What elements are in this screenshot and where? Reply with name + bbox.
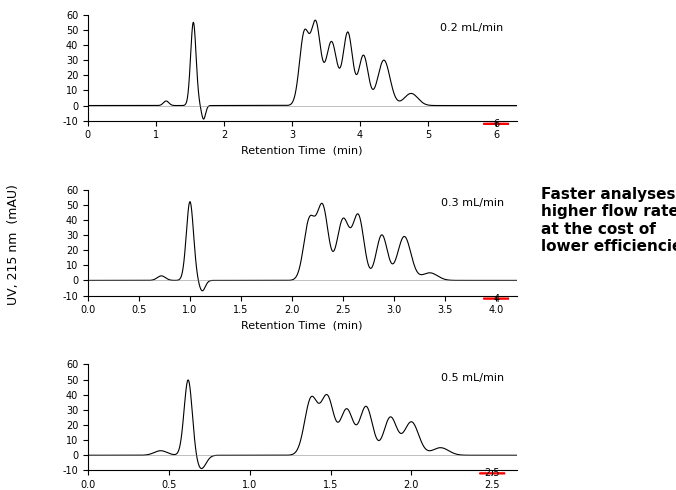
Text: 0.3 mL/min: 0.3 mL/min [441, 198, 504, 208]
Text: UV, 215 nm  (mAU): UV, 215 nm (mAU) [7, 185, 20, 305]
Text: Faster analyses at
higher flow rates
at the cost of
lower efficiencies.: Faster analyses at higher flow rates at … [541, 187, 676, 254]
Text: 0.2 mL/min: 0.2 mL/min [441, 23, 504, 33]
X-axis label: Retention Time  (min): Retention Time (min) [241, 146, 363, 156]
Text: 0.5 mL/min: 0.5 mL/min [441, 373, 504, 383]
X-axis label: Retention Time  (min): Retention Time (min) [241, 321, 363, 331]
Text: 2.5: 2.5 [485, 468, 500, 478]
Text: 6: 6 [493, 119, 499, 129]
Text: 4: 4 [493, 294, 499, 304]
